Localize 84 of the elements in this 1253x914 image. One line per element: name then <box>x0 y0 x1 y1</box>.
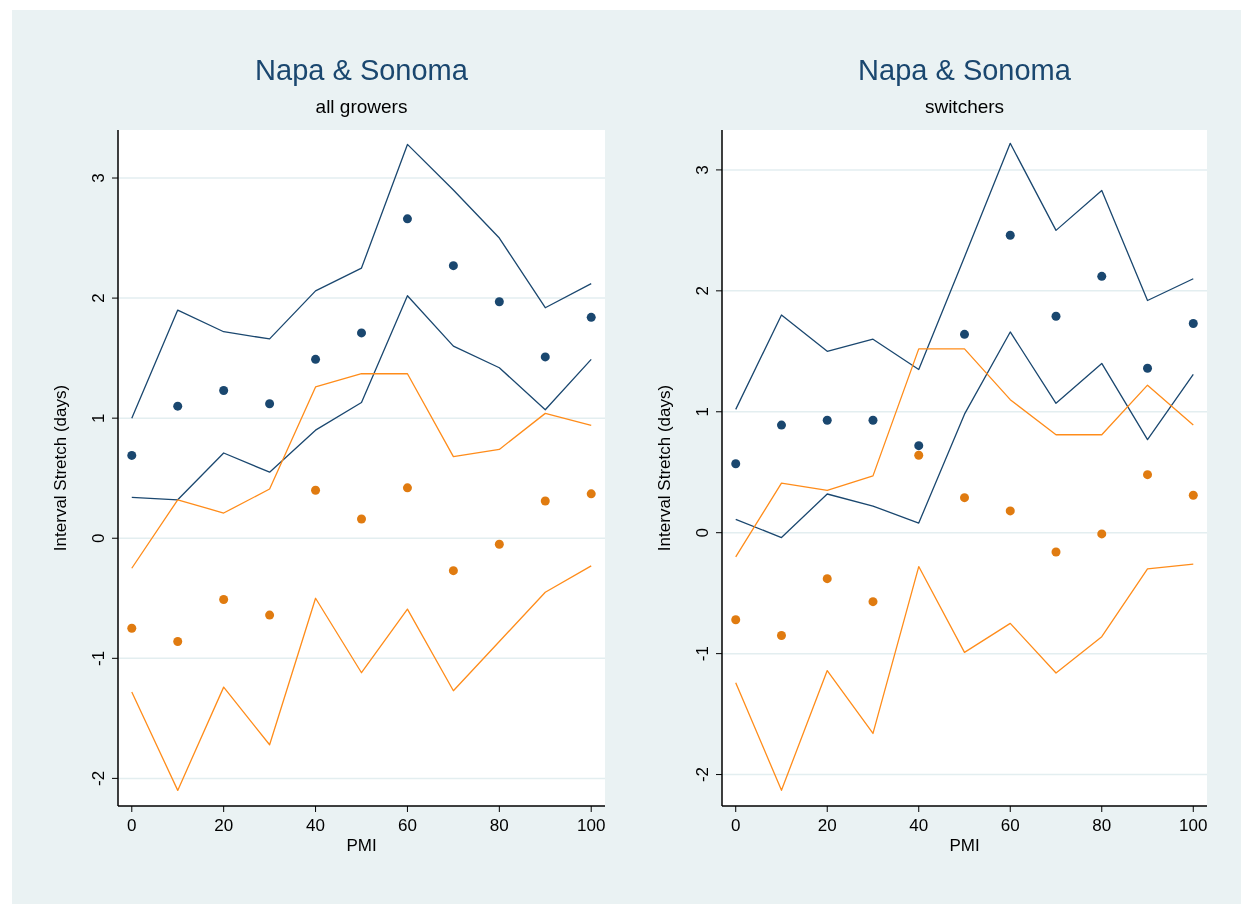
point <box>960 493 969 503</box>
point <box>494 297 504 307</box>
line-series <box>131 565 592 792</box>
point <box>540 352 550 362</box>
x-tick-label: 0 <box>127 816 137 835</box>
point <box>586 489 596 499</box>
point <box>265 399 275 409</box>
point <box>1188 318 1198 328</box>
point <box>402 483 412 493</box>
y-tick-label: 0 <box>693 527 712 538</box>
point <box>127 623 137 633</box>
point <box>776 420 786 430</box>
point <box>311 354 321 364</box>
y-tick-label: 1 <box>89 413 108 423</box>
point <box>1005 506 1015 516</box>
point <box>540 496 550 506</box>
y-tick-label: -2 <box>89 770 108 786</box>
x-tick-label: 40 <box>306 816 326 835</box>
point <box>868 597 878 607</box>
point <box>173 401 183 411</box>
point <box>173 637 183 646</box>
point <box>448 261 458 271</box>
point <box>731 615 741 625</box>
chart-subtitle: switchers <box>924 96 1005 117</box>
y-tick-label: -2 <box>693 767 712 783</box>
point <box>448 566 458 576</box>
point <box>1143 470 1153 480</box>
point <box>822 415 832 425</box>
point <box>311 485 321 495</box>
x-axis-title: PMI <box>346 836 377 855</box>
y-tick-label: -1 <box>693 646 712 662</box>
y-tick-label: 2 <box>693 286 712 296</box>
x-tick-label: 20 <box>817 816 837 835</box>
point <box>219 594 229 604</box>
x-tick-label: 60 <box>397 816 417 835</box>
x-tick-label: 0 <box>730 816 741 835</box>
line-series <box>735 142 1194 410</box>
x-tick-label: 40 <box>909 816 929 835</box>
point <box>1097 529 1107 539</box>
y-axis-title: Interval Stretch (days) <box>51 384 70 552</box>
point <box>127 450 137 460</box>
x-axis-title: PMI <box>949 836 980 855</box>
line-series <box>131 373 592 569</box>
x-tick-label: 60 <box>1000 816 1020 835</box>
point <box>1188 490 1198 500</box>
y-tick-label: 0 <box>89 533 108 543</box>
chart-subtitle: all growers <box>315 96 408 117</box>
point <box>822 574 832 584</box>
point <box>494 539 504 549</box>
point <box>402 214 412 224</box>
point <box>868 415 878 425</box>
chart-title: Napa & Sonoma <box>255 54 469 86</box>
x-tick-label: 80 <box>1092 816 1112 835</box>
x-tick-label: 80 <box>489 816 509 835</box>
y-tick-label: 1 <box>693 407 712 417</box>
line-series <box>131 143 592 419</box>
point <box>960 329 969 339</box>
point <box>265 610 275 620</box>
y-tick-label: -1 <box>89 650 108 666</box>
y-tick-label: 2 <box>89 293 108 303</box>
x-tick-label: 100 <box>577 816 606 835</box>
point <box>776 630 786 640</box>
x-tick-label: 100 <box>1179 816 1208 835</box>
point <box>1051 311 1061 321</box>
point <box>731 459 741 469</box>
y-tick-label: 3 <box>693 165 712 175</box>
point <box>1143 363 1153 373</box>
point <box>914 450 924 460</box>
point <box>357 328 366 338</box>
point <box>1097 271 1107 281</box>
line-series <box>735 563 1194 791</box>
y-axis-title: Interval Stretch (days) <box>655 384 674 552</box>
line-series <box>131 295 592 501</box>
chart-title: Napa & Sonoma <box>858 54 1072 86</box>
point <box>914 441 924 451</box>
point <box>586 312 596 322</box>
point <box>1005 230 1015 240</box>
point <box>1051 547 1061 557</box>
point <box>219 386 229 396</box>
x-tick-label: 20 <box>214 816 234 835</box>
y-tick-label: 3 <box>89 173 108 183</box>
point <box>357 514 366 524</box>
line-series <box>735 331 1194 539</box>
line-series <box>735 348 1194 558</box>
